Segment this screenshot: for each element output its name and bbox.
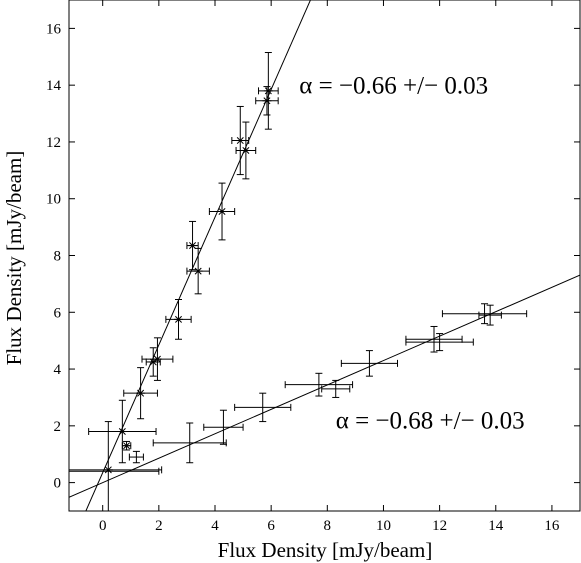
fit-annotation-steep: α = −0.66 +/− 0.03 [299, 73, 488, 100]
y-tick-label: 8 [54, 249, 62, 265]
star-marker [118, 428, 126, 436]
star-marker [149, 358, 157, 366]
y-tick-label: 2 [54, 419, 62, 435]
x-tick-label: 8 [324, 518, 332, 534]
data-point [208, 182, 236, 241]
fit-line-1 [69, 274, 580, 498]
data-point [141, 337, 174, 381]
x-tick-label: 10 [376, 518, 391, 534]
data-point [235, 121, 257, 180]
star-marker [104, 466, 112, 474]
star-marker [153, 355, 161, 363]
data-point [284, 372, 354, 397]
y-tick-label: 12 [46, 135, 61, 151]
star-marker [236, 137, 244, 145]
star-marker [174, 315, 183, 323]
data-point [478, 304, 502, 326]
y-tick-label: 16 [46, 21, 62, 37]
data-point [88, 399, 157, 464]
y-tick-label: 6 [54, 305, 62, 321]
fit-annotation-shallow: α = −0.68 +/− 0.03 [336, 408, 525, 435]
star-marker [218, 207, 226, 216]
data-point [258, 52, 279, 130]
data-point [152, 422, 227, 464]
data-point [123, 367, 158, 420]
data-point [321, 379, 351, 398]
plot-area [69, 0, 580, 511]
star-marker [189, 242, 197, 250]
star-marker [194, 267, 202, 275]
data-point [203, 409, 244, 445]
data-point [255, 86, 279, 116]
data-point [441, 303, 528, 325]
star-marker [123, 442, 131, 450]
fit-line-0 [85, 0, 312, 511]
star-marker [263, 97, 271, 105]
data-point [69, 421, 163, 511]
data-point [121, 440, 132, 451]
x-axis-label: Flux Density [mJy/beam] [218, 538, 433, 562]
y-tick-label: 14 [46, 78, 62, 94]
x-tick-label: 12 [432, 518, 447, 534]
x-tick-label: 0 [99, 518, 107, 534]
data-point [145, 347, 161, 377]
y-axis-label: Flux Density [mJy/beam] [2, 151, 26, 366]
data-point [186, 247, 210, 295]
data-point [231, 105, 250, 176]
star-marker [264, 87, 272, 95]
x-tick-label: 14 [488, 518, 504, 534]
x-tick-label: 2 [155, 518, 163, 534]
data-point [405, 333, 474, 352]
data-point [340, 350, 398, 377]
y-tick-label: 10 [46, 192, 61, 208]
data-point [165, 299, 192, 340]
y-tick-label: 0 [54, 476, 62, 492]
data-point [128, 450, 144, 464]
y-tick-label: 4 [54, 362, 62, 378]
x-tick-label: 6 [267, 518, 275, 534]
data-point [186, 220, 199, 271]
star-marker [137, 389, 145, 397]
axis-ticks: 0 2 4 6 8 10 12 14 16 0 2 4 6 8 10 12 14 16 [46, 0, 580, 534]
x-tick-label: 4 [211, 518, 219, 534]
star-marker [242, 146, 250, 154]
data-point [234, 392, 292, 423]
x-tick-label: 16 [544, 518, 560, 534]
data-point [69, 467, 160, 475]
